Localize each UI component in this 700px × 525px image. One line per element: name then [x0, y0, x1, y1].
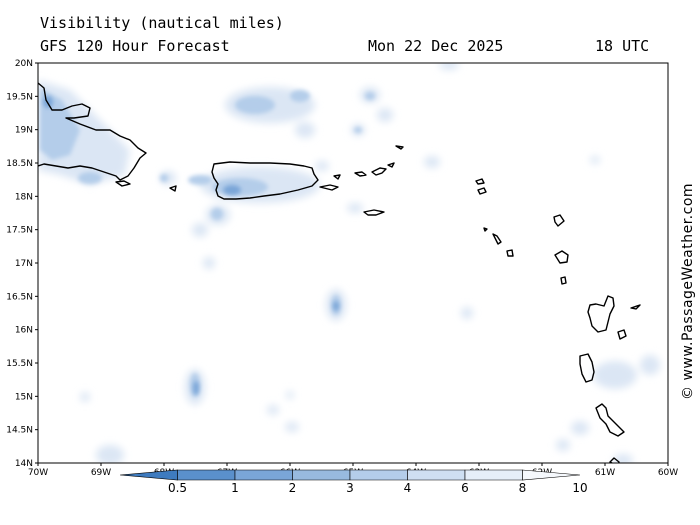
lat-tick-label: 14.5N: [6, 426, 33, 436]
marie-galante-island: [617, 329, 627, 340]
colorbar-swatch: [349, 469, 408, 481]
latitude-axis: 20N 19.5N 19N 18.5N 18N 17.5N 17N 16.5N 16N 15.5N…: [6, 59, 38, 469]
colorbar-swatch: [464, 469, 523, 481]
colorbar-label: 3: [346, 481, 354, 495]
lon-tick-label: 70W: [28, 468, 48, 478]
lon-tick-label: 60W: [658, 468, 678, 478]
st-kitts-island: [492, 233, 502, 245]
lat-tick-label: 17.5N: [6, 226, 33, 236]
colorbar-label: 2: [289, 481, 297, 495]
lat-tick-label: 17N: [15, 259, 33, 269]
anegada-island: [395, 145, 404, 150]
lat-tick-label: 18.5N: [6, 159, 33, 169]
la-desirade-island: [630, 304, 641, 310]
st-croix-island: [363, 209, 385, 216]
colorbar-label: 6: [461, 481, 469, 495]
st-martin-island: [477, 187, 487, 195]
forecast-label: GFS 120 Hour Forecast: [40, 37, 230, 55]
lon-tick-label: 61W: [595, 468, 615, 478]
lat-tick-label: 14N: [15, 459, 33, 469]
vieques-island: [319, 184, 339, 191]
colorbar-swatch: [234, 469, 293, 481]
saona-island: [115, 180, 131, 187]
coastlines: [38, 82, 641, 463]
montserrat-island: [560, 276, 567, 285]
barbuda-island: [553, 214, 565, 227]
saba-island: [483, 227, 488, 232]
lat-tick-label: 20N: [15, 59, 33, 69]
guadeloupe-island: [587, 295, 615, 333]
forecast-time: 18 UTC: [595, 37, 650, 55]
lat-tick-label: 16N: [15, 326, 33, 336]
lat-tick-label: 15.5N: [6, 359, 33, 369]
colorbar-swatch: [292, 469, 351, 481]
lon-tick-label: 69W: [91, 468, 111, 478]
st-lucia-island: [609, 457, 620, 463]
forecast-date: Mon 22 Dec 2025: [368, 37, 504, 55]
culebra-island: [333, 174, 341, 180]
anguilla-island: [475, 178, 485, 185]
martinique-island: [595, 403, 625, 437]
mona-island: [169, 185, 177, 192]
colorbar-label: 0.5: [168, 481, 187, 495]
colorbar-label: 8: [519, 481, 527, 495]
visibility-shading: [38, 63, 660, 463]
colorbar-label: 10: [572, 481, 587, 495]
colorbar-swatch: [407, 469, 466, 481]
colorbar-swatch: [177, 469, 236, 481]
colorbar-swatch: [522, 469, 581, 481]
puerto-rico-coast: [211, 161, 319, 200]
visibility-colorbar: 0.5 1 2 3 4 6 8 10: [119, 469, 588, 495]
lat-tick-label: 18N: [15, 192, 33, 202]
lat-tick-label: 19.5N: [6, 92, 33, 102]
nevis-island: [506, 249, 514, 257]
map-frame: [37, 62, 669, 464]
colorbar-swatch: [119, 469, 178, 481]
lat-tick-label: 19N: [15, 126, 33, 136]
colorbar-label: 4: [404, 481, 412, 495]
st-john-island: [371, 167, 387, 176]
lat-tick-label: 15N: [15, 392, 33, 402]
lat-tick-label: 16.5N: [6, 292, 33, 302]
tortola-island: [387, 162, 395, 168]
dominica-island: [579, 353, 595, 383]
map-title: Visibility (nautical miles): [40, 14, 284, 32]
hispaniola-coast: [38, 82, 147, 181]
st-thomas-island: [354, 171, 367, 177]
antigua-island: [554, 250, 569, 264]
colorbar-label: 1: [231, 481, 239, 495]
